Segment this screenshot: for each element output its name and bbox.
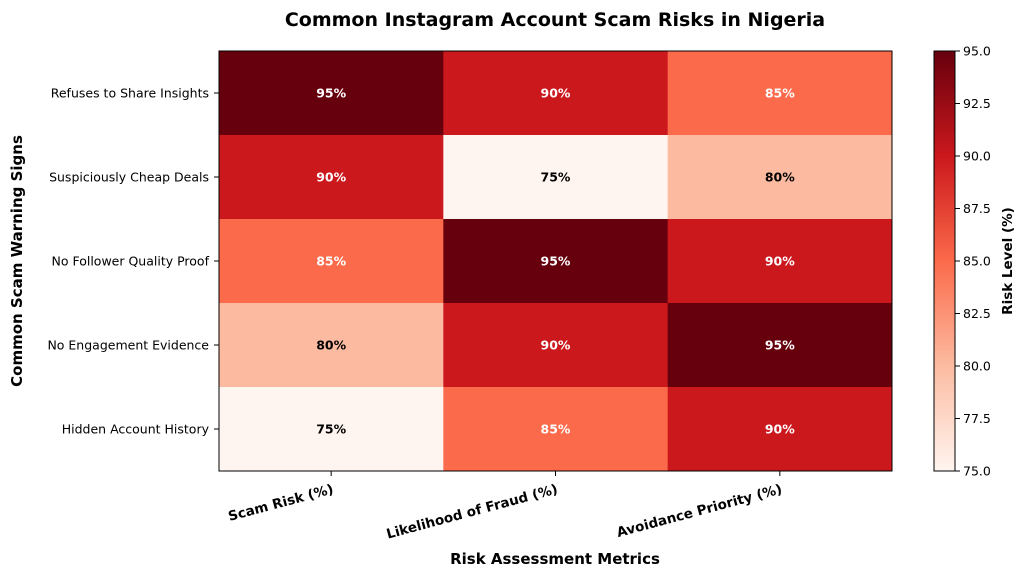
heatmap-cell bbox=[443, 219, 669, 304]
row-tick-label: No Engagement Evidence bbox=[47, 338, 209, 353]
cell-value-label: 95% bbox=[316, 86, 346, 101]
chart-title: Common Instagram Account Scam Risks in N… bbox=[285, 9, 825, 31]
row-tick-label: Suspiciously Cheap Deals bbox=[49, 170, 209, 185]
heatmap-cell bbox=[219, 219, 444, 304]
heatmap-cell bbox=[443, 303, 669, 388]
heatmap-cell bbox=[667, 387, 893, 472]
colorbar-label: Risk Level (%) bbox=[1000, 207, 1016, 315]
heatmap-cell bbox=[667, 303, 893, 388]
row-tick-labels: Refuses to Share Insights Suspiciously Ch… bbox=[47, 86, 219, 437]
colorbar-tick-label: 87.5 bbox=[963, 201, 991, 216]
colorbar bbox=[933, 50, 956, 472]
heatmap-cell bbox=[219, 387, 444, 472]
colorbar-tick-label: 75.0 bbox=[963, 464, 991, 479]
column-tick-label: Avoidance Priority (%) bbox=[615, 481, 784, 541]
heatmap-cell bbox=[219, 303, 444, 388]
column-tick-label: Likelihood of Fraud (%) bbox=[385, 481, 560, 542]
cell-value-label: 90% bbox=[316, 170, 346, 185]
heatmap-cell bbox=[667, 219, 893, 304]
heatmap-cell bbox=[219, 51, 444, 136]
heatmap-cell bbox=[443, 387, 669, 472]
cell-value-label: 75% bbox=[541, 170, 571, 185]
heatmap-cell bbox=[667, 51, 893, 136]
cell-value-label: 95% bbox=[541, 254, 571, 269]
colorbar-tick-label: 80.0 bbox=[963, 359, 991, 374]
cell-value-label: 85% bbox=[316, 254, 346, 269]
row-tick-label: Refuses to Share Insights bbox=[51, 86, 209, 101]
row-tick-label: No Follower Quality Proof bbox=[51, 254, 209, 269]
colorbar-tick-label: 77.5 bbox=[963, 411, 991, 426]
heatmap-cell bbox=[667, 135, 893, 220]
cell-value-label: 90% bbox=[541, 86, 571, 101]
heatmap-cells: 95% 90% 85% 90% 75% 80% 85% 95% 90% 80% 90% 95% 75% 8… bbox=[219, 51, 893, 472]
cell-value-label: 90% bbox=[541, 338, 571, 353]
row-tick-label: Hidden Account History bbox=[62, 422, 210, 437]
cell-value-label: 90% bbox=[765, 254, 795, 269]
colorbar-tick-label: 85.0 bbox=[963, 254, 991, 269]
cell-value-label: 85% bbox=[541, 422, 571, 437]
colorbar-tick-label: 90.0 bbox=[963, 149, 991, 164]
colorbar-tick-label: 95.0 bbox=[963, 44, 991, 59]
cell-value-label: 80% bbox=[316, 338, 346, 353]
cell-value-label: 85% bbox=[765, 86, 795, 101]
column-tick-labels: Scam Risk (%) Likelihood of Fraud (%) Avoi… bbox=[227, 471, 784, 543]
cell-value-label: 75% bbox=[316, 422, 346, 437]
cell-value-label: 90% bbox=[765, 422, 795, 437]
colorbar-ticks: 75.0 77.5 80.0 82.5 85.0 87.5 90.0 92.5 95.0 bbox=[955, 44, 991, 479]
heatmap-cell bbox=[219, 135, 444, 220]
column-tick-label: Scam Risk (%) bbox=[227, 481, 336, 524]
heatmap-cell bbox=[443, 51, 669, 136]
heatmap-cell bbox=[443, 135, 669, 220]
colorbar-tick-label: 92.5 bbox=[963, 96, 991, 111]
y-axis-title: Common Scam Warning Signs bbox=[8, 135, 26, 387]
cell-value-label: 80% bbox=[765, 170, 795, 185]
cell-value-label: 95% bbox=[765, 338, 795, 353]
x-axis-title: Risk Assessment Metrics bbox=[450, 550, 660, 568]
colorbar-tick-label: 82.5 bbox=[963, 306, 991, 321]
